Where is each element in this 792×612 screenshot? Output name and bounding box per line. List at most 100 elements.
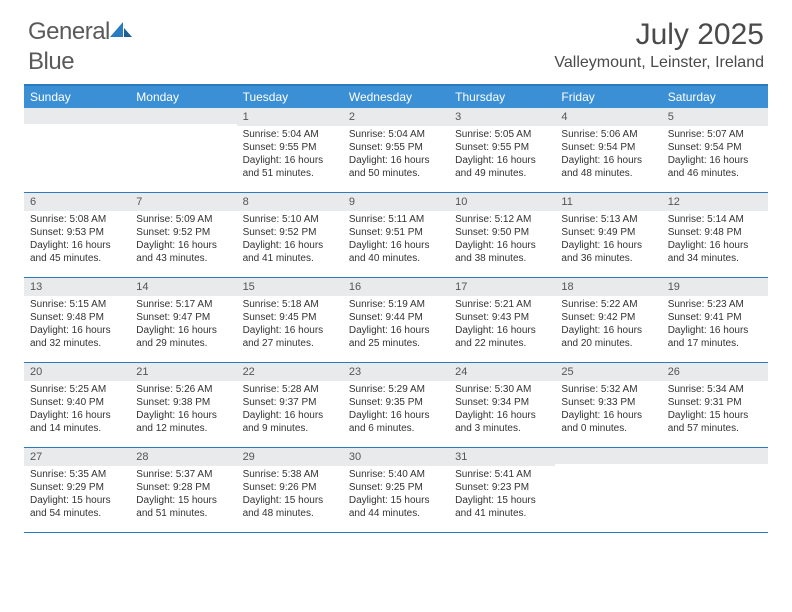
sunrise-text: Sunrise: 5:13 AM — [561, 213, 655, 226]
daylight-text: Daylight: 16 hours and 27 minutes. — [243, 324, 337, 350]
day-body: Sunrise: 5:15 AMSunset: 9:48 PMDaylight:… — [24, 296, 130, 354]
sunrise-text: Sunrise: 5:15 AM — [30, 298, 124, 311]
day-cell: 9 Sunrise: 5:11 AMSunset: 9:51 PMDaylight… — [343, 193, 449, 277]
day-number: 17 — [449, 278, 555, 296]
day-cell: 12 Sunrise: 5:14 AMSunset: 9:48 PMDayligh… — [662, 193, 768, 277]
day-number: 28 — [130, 448, 236, 466]
day-number: 1 — [237, 108, 343, 126]
day-body: Sunrise: 5:34 AMSunset: 9:31 PMDaylight:… — [662, 381, 768, 439]
daylight-text: Daylight: 16 hours and 40 minutes. — [349, 239, 443, 265]
daylight-text: Daylight: 15 hours and 51 minutes. — [136, 494, 230, 520]
daylight-text: Daylight: 16 hours and 38 minutes. — [455, 239, 549, 265]
day-number — [130, 108, 236, 124]
day-number: 11 — [555, 193, 661, 211]
daylight-text: Daylight: 16 hours and 46 minutes. — [668, 154, 762, 180]
page-title: July 2025 — [554, 18, 764, 52]
day-cell: 22Sunrise: 5:28 AMSunset: 9:37 PMDayligh… — [237, 363, 343, 447]
calendar: SundayMondayTuesdayWednesdayThursdayFrid… — [24, 84, 768, 533]
daylight-text: Daylight: 16 hours and 17 minutes. — [668, 324, 762, 350]
day-body: Sunrise: 5:07 AMSunset: 9:54 PMDaylight:… — [662, 126, 768, 184]
day-body: Sunrise: 5:18 AMSunset: 9:45 PMDaylight:… — [237, 296, 343, 354]
daylight-text: Daylight: 16 hours and 20 minutes. — [561, 324, 655, 350]
day-body: Sunrise: 5:22 AMSunset: 9:42 PMDaylight:… — [555, 296, 661, 354]
sunrise-text: Sunrise: 5:14 AM — [668, 213, 762, 226]
day-number: 5 — [662, 108, 768, 126]
sunset-text: Sunset: 9:37 PM — [243, 396, 337, 409]
day-number: 19 — [662, 278, 768, 296]
week-row: 1Sunrise: 5:04 AMSunset: 9:55 PMDaylight… — [24, 108, 768, 193]
day-cell: 6Sunrise: 5:08 AMSunset: 9:53 PMDaylight… — [24, 193, 130, 277]
sunrise-text: Sunrise: 5:30 AM — [455, 383, 549, 396]
sunrise-text: Sunrise: 5:04 AM — [243, 128, 337, 141]
title-block: July 2025 Valleymount, Leinster, Ireland — [554, 18, 764, 72]
day-header: Saturday — [662, 86, 768, 108]
daylight-text: Daylight: 15 hours and 44 minutes. — [349, 494, 443, 520]
sunrise-text: Sunrise: 5:26 AM — [136, 383, 230, 396]
sail-icon — [110, 22, 132, 38]
day-cell: 14Sunrise: 5:17 AMSunset: 9:47 PMDayligh… — [130, 278, 236, 362]
sunrise-text: Sunrise: 5:38 AM — [243, 468, 337, 481]
header: General July 2025 Valleymount, Leinster,… — [0, 0, 792, 76]
day-body: Sunrise: 5:09 AMSunset: 9:52 PMDaylight:… — [130, 211, 236, 269]
day-body — [555, 464, 661, 470]
day-cell: 21Sunrise: 5:26 AMSunset: 9:38 PMDayligh… — [130, 363, 236, 447]
day-number: 12 — [662, 193, 768, 211]
day-number: 25 — [555, 363, 661, 381]
day-cell: 13Sunrise: 5:15 AMSunset: 9:48 PMDayligh… — [24, 278, 130, 362]
day-cell: 1Sunrise: 5:04 AMSunset: 9:55 PMDaylight… — [237, 108, 343, 192]
sunset-text: Sunset: 9:29 PM — [30, 481, 124, 494]
day-number: 10 — [449, 193, 555, 211]
sunset-text: Sunset: 9:51 PM — [349, 226, 443, 239]
day-cell: 20Sunrise: 5:25 AMSunset: 9:40 PMDayligh… — [24, 363, 130, 447]
day-cell — [555, 448, 661, 532]
day-cell: 31Sunrise: 5:41 AMSunset: 9:23 PMDayligh… — [449, 448, 555, 532]
sunrise-text: Sunrise: 5:09 AM — [136, 213, 230, 226]
day-cell: 3Sunrise: 5:05 AMSunset: 9:55 PMDaylight… — [449, 108, 555, 192]
day-number — [555, 448, 661, 464]
sunrise-text: Sunrise: 5:22 AM — [561, 298, 655, 311]
day-body: Sunrise: 5:28 AMSunset: 9:37 PMDaylight:… — [237, 381, 343, 439]
daylight-text: Daylight: 16 hours and 45 minutes. — [30, 239, 124, 265]
sunset-text: Sunset: 9:52 PM — [136, 226, 230, 239]
day-cell: 28Sunrise: 5:37 AMSunset: 9:28 PMDayligh… — [130, 448, 236, 532]
day-header-row: SundayMondayTuesdayWednesdayThursdayFrid… — [24, 86, 768, 108]
day-body: Sunrise: 5:04 AMSunset: 9:55 PMDaylight:… — [343, 126, 449, 184]
day-number: 8 — [237, 193, 343, 211]
sunset-text: Sunset: 9:40 PM — [30, 396, 124, 409]
day-body: Sunrise: 5:10 AMSunset: 9:52 PMDaylight:… — [237, 211, 343, 269]
sunset-text: Sunset: 9:54 PM — [561, 141, 655, 154]
day-number: 13 — [24, 278, 130, 296]
sunset-text: Sunset: 9:48 PM — [668, 226, 762, 239]
day-body: Sunrise: 5:38 AMSunset: 9:26 PMDaylight:… — [237, 466, 343, 524]
sunrise-text: Sunrise: 5:21 AM — [455, 298, 549, 311]
sunset-text: Sunset: 9:54 PM — [668, 141, 762, 154]
day-cell: 7Sunrise: 5:09 AMSunset: 9:52 PMDaylight… — [130, 193, 236, 277]
day-body: Sunrise: 5:30 AMSunset: 9:34 PMDaylight:… — [449, 381, 555, 439]
daylight-text: Daylight: 16 hours and 34 minutes. — [668, 239, 762, 265]
week-row: 27Sunrise: 5:35 AMSunset: 9:29 PMDayligh… — [24, 448, 768, 533]
day-cell: 5Sunrise: 5:07 AMSunset: 9:54 PMDaylight… — [662, 108, 768, 192]
day-number: 27 — [24, 448, 130, 466]
day-number: 9 — [343, 193, 449, 211]
sunrise-text: Sunrise: 5:11 AM — [349, 213, 443, 226]
day-body: Sunrise: 5:41 AMSunset: 9:23 PMDaylight:… — [449, 466, 555, 524]
daylight-text: Daylight: 16 hours and 29 minutes. — [136, 324, 230, 350]
day-body: Sunrise: 5:40 AMSunset: 9:25 PMDaylight:… — [343, 466, 449, 524]
week-row: 13Sunrise: 5:15 AMSunset: 9:48 PMDayligh… — [24, 278, 768, 363]
day-cell: 18Sunrise: 5:22 AMSunset: 9:42 PMDayligh… — [555, 278, 661, 362]
day-body: Sunrise: 5:13 AMSunset: 9:49 PMDaylight:… — [555, 211, 661, 269]
sunset-text: Sunset: 9:55 PM — [349, 141, 443, 154]
day-number: 24 — [449, 363, 555, 381]
day-number: 22 — [237, 363, 343, 381]
daylight-text: Daylight: 16 hours and 25 minutes. — [349, 324, 443, 350]
day-number: 7 — [130, 193, 236, 211]
day-body: Sunrise: 5:32 AMSunset: 9:33 PMDaylight:… — [555, 381, 661, 439]
sunrise-text: Sunrise: 5:29 AM — [349, 383, 443, 396]
location-subtitle: Valleymount, Leinster, Ireland — [554, 54, 764, 72]
day-body: Sunrise: 5:29 AMSunset: 9:35 PMDaylight:… — [343, 381, 449, 439]
sunrise-text: Sunrise: 5:19 AM — [349, 298, 443, 311]
day-number: 23 — [343, 363, 449, 381]
day-header: Monday — [130, 86, 236, 108]
sunset-text: Sunset: 9:53 PM — [30, 226, 124, 239]
daylight-text: Daylight: 15 hours and 41 minutes. — [455, 494, 549, 520]
